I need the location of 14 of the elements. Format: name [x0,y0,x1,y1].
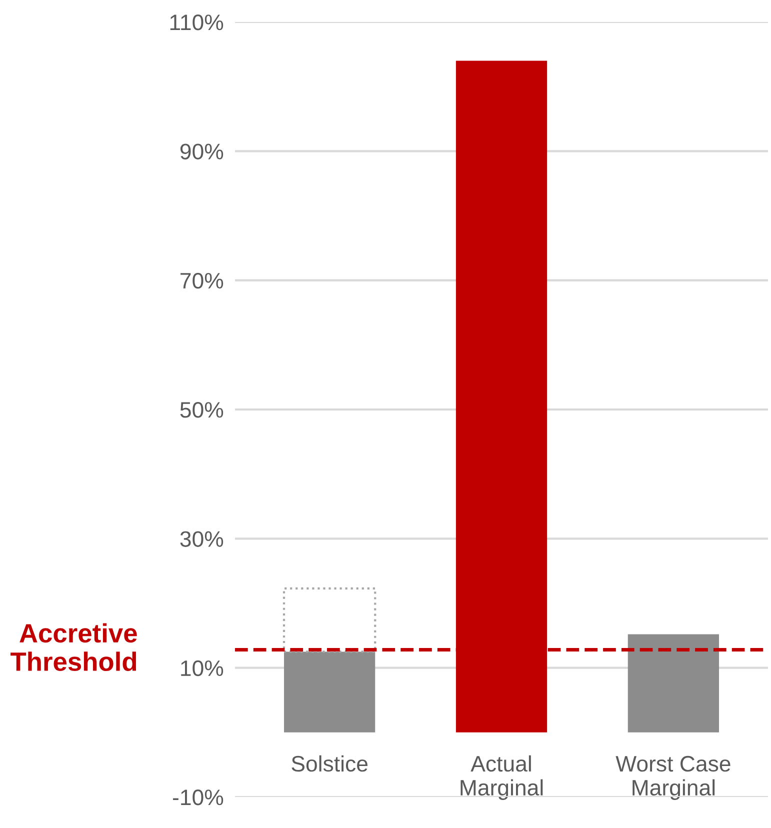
y-tick-label: 50% [180,402,224,418]
x-tick-label: Actual Marginal [460,755,543,800]
x-tick-label: Worst Case Marginal [616,756,730,800]
y-tick-label: 30% [180,531,224,547]
bar [282,587,376,653]
y-tick-label: 10% [181,660,224,676]
x-tick-label: Solstice [292,755,368,772]
y-tick-label: -10% [173,790,224,806]
bar [628,634,719,732]
ref-line-label: Accretive Threshold [10,623,137,672]
y-tick-label: 90% [180,144,224,160]
y-tick-label: 110% [170,14,224,30]
bar [284,652,376,732]
y-tick-label: 70% [180,272,224,289]
